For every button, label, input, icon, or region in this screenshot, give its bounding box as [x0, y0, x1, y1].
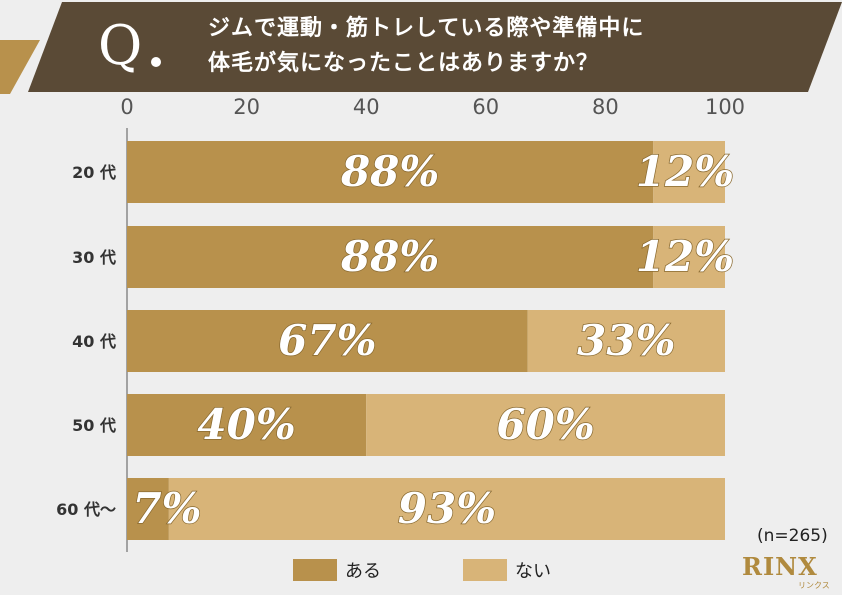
sample-size: (n=265) [757, 526, 828, 546]
bar-segment-no [168, 478, 726, 540]
q-mark: Q [98, 14, 143, 77]
data-label-yes: 40% [197, 400, 295, 449]
legend-item-no: ない [463, 558, 551, 582]
x-tick-label: 20 [233, 95, 260, 119]
bar-segment-no [653, 226, 725, 288]
bar-segment-no [527, 310, 725, 372]
bar-segment-yes [127, 310, 528, 372]
category-label: 20 代 [72, 163, 116, 182]
q-dot-icon [151, 57, 161, 67]
x-tick-label: 80 [592, 95, 619, 119]
data-label-yes: 88% [340, 147, 439, 196]
question-line-2: 体毛が気になったことはありますか？ [208, 51, 600, 76]
logo-text: RINX [742, 552, 818, 581]
data-label-yes: 88% [340, 232, 439, 281]
category-label: 60 代〜 [56, 500, 116, 519]
data-label-no: 33% [577, 316, 675, 365]
category-label: 50 代 [72, 416, 116, 435]
category-label: 30 代 [72, 248, 116, 267]
legend-item-yes: ある [293, 558, 381, 582]
bar-segment-no [366, 394, 725, 456]
rinx-logo: RINX リンクス [742, 550, 842, 595]
data-label-yes: 7% [132, 484, 201, 533]
data-label-no: 93% [398, 484, 496, 533]
bar-segment-yes [127, 394, 367, 456]
legend-label-no: ない [515, 561, 551, 582]
data-label-yes: 67% [278, 316, 376, 365]
data-label-no: 12% [636, 232, 734, 281]
question-banner: Q ジムで運動・筋トレしている際や準備中に 体毛が気になったことはありますか？ [0, 0, 842, 94]
legend-label-yes: ある [345, 561, 381, 582]
question-text: ジムで運動・筋トレしている際や準備中に 体毛が気になったことはありますか？ [208, 11, 768, 81]
legend-swatch-yes [293, 559, 337, 581]
data-label-no: 60% [496, 400, 594, 449]
legend-swatch-no [463, 559, 507, 581]
x-tick-label: 60 [472, 95, 499, 119]
banner-background [0, 2, 842, 94]
x-tick-label: 0 [120, 95, 133, 119]
category-label: 40 代 [72, 332, 116, 351]
x-tick-label: 100 [705, 95, 745, 119]
bar-segment-yes [127, 141, 654, 203]
logo-subtext: リンクス [798, 581, 830, 590]
question-line-1: ジムで運動・筋トレしている際や準備中に [208, 16, 645, 41]
bar-segment-yes [127, 478, 169, 540]
bar-segment-yes [127, 226, 654, 288]
x-tick-label: 40 [353, 95, 380, 119]
data-label-no: 12% [636, 147, 734, 196]
bar-segment-no [653, 141, 725, 203]
